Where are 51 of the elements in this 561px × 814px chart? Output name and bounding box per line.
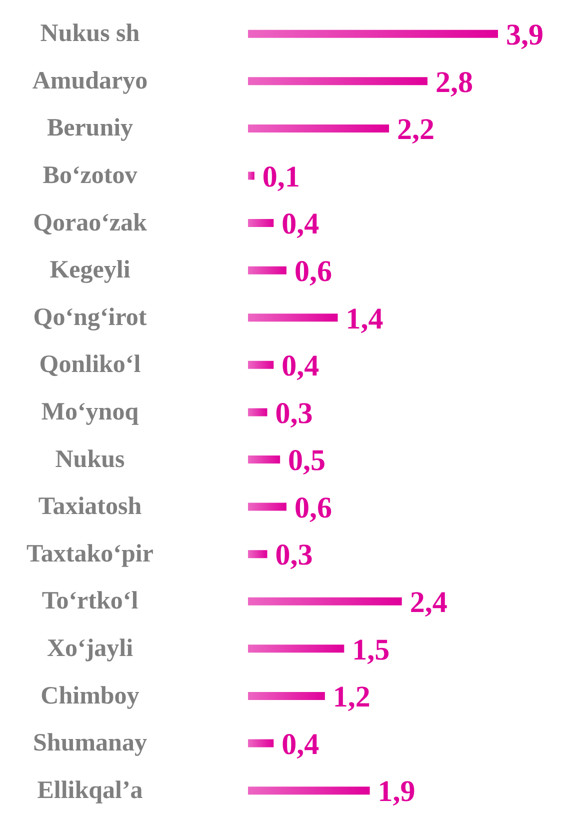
y-tick-label: Ellikqal’a (37, 776, 144, 804)
data-label: 0,6 (294, 491, 332, 524)
data-label: 0,3 (275, 538, 313, 572)
data-label: 0,4 (282, 728, 320, 761)
bar (248, 172, 254, 180)
data-label: 1,4 (346, 302, 384, 336)
data-label: 0,6 (294, 254, 332, 288)
y-tick-label: Chimboy (40, 682, 140, 710)
bar (248, 314, 338, 322)
data-label: 0,4 (282, 208, 320, 241)
y-tick-label: Beruniy (46, 114, 134, 142)
y-tick-label: Mo‘ynoq (41, 398, 139, 426)
y-tick-label: Qonliko‘l (39, 351, 141, 378)
data-label: 3,9 (506, 18, 544, 52)
bar (248, 266, 286, 274)
bar (248, 219, 274, 228)
bar (248, 739, 274, 748)
data-label: 2,4 (410, 586, 448, 620)
data-label: 1,9 (378, 775, 416, 808)
y-tick-label: Nukus sh (40, 20, 140, 48)
bar (248, 30, 498, 38)
y-tick-label: Amudaryo (32, 67, 148, 94)
bar (248, 502, 286, 511)
y-tick-label: Taxtako‘pir (26, 540, 154, 568)
bar (248, 550, 268, 558)
bar (248, 408, 268, 416)
bar (248, 692, 325, 700)
data-label: 0,1 (262, 160, 300, 194)
bar (248, 644, 344, 653)
y-tick-label: Xo‘jayli (46, 634, 134, 662)
data-label: 1,5 (352, 633, 390, 666)
y-tick-label: To‘rtko‘l (42, 588, 138, 615)
data-label: 2,2 (397, 113, 435, 146)
y-tick-label: Bo‘zotov (42, 162, 138, 190)
data-label: 0,3 (275, 396, 313, 430)
y-tick-label: Qo‘ng‘irot (33, 304, 148, 331)
bar (248, 456, 280, 464)
y-tick-label: Qorao‘zak (33, 209, 148, 236)
y-tick-label: Shumanay (33, 730, 148, 757)
y-tick-label: Kegeyli (50, 256, 130, 284)
bar (248, 360, 274, 369)
y-tick-label: Taxiatosh (38, 493, 142, 520)
data-label: 2,8 (435, 66, 473, 99)
data-label: 0,4 (282, 350, 320, 383)
y-tick-label: Nukus (55, 446, 126, 473)
bar (248, 786, 370, 795)
data-label: 0,5 (288, 444, 326, 478)
bar (248, 77, 428, 86)
bar (248, 597, 402, 606)
data-label: 1,2 (332, 680, 370, 714)
bar (248, 124, 390, 132)
